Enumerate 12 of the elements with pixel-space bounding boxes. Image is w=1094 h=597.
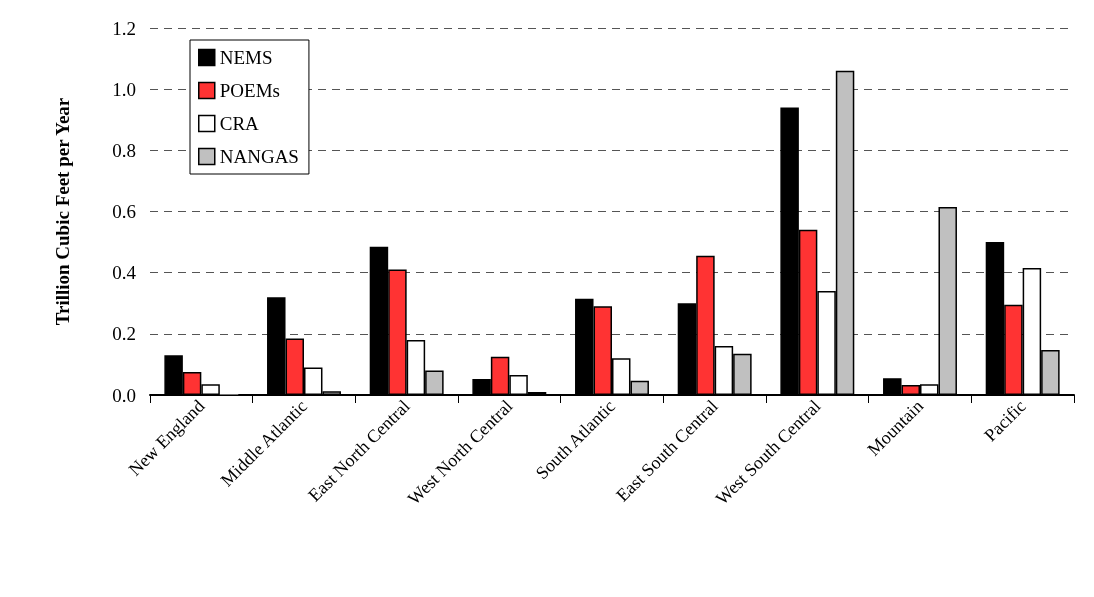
- legend-label: NANGAS: [219, 146, 299, 167]
- y-tick-label: 0.2: [112, 323, 136, 345]
- legend-label: POEMs: [219, 80, 280, 101]
- y-tick-label: 0.0: [112, 384, 136, 406]
- y-tick-label: 1.0: [112, 78, 136, 100]
- y-tick-label: 0.8: [112, 139, 136, 161]
- y-tick-label: 0.6: [112, 201, 136, 222]
- y-axis-title: Trillion Cubic Feet per Year: [52, 97, 73, 326]
- y-tick-label: 0.4: [112, 262, 137, 284]
- legend-label: NEMS: [219, 47, 273, 68]
- y-tick-label: 1.2: [112, 17, 136, 39]
- legend-label: CRA: [219, 113, 260, 134]
